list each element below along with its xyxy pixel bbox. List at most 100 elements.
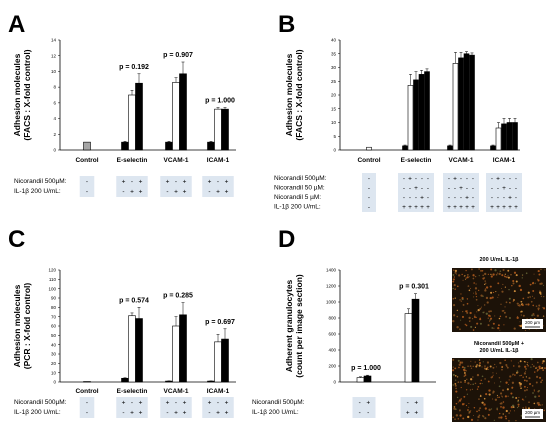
cell-speck — [526, 362, 529, 364]
condition-sign: - — [515, 195, 517, 202]
cell-speck — [470, 268, 473, 271]
condition-sign: - — [421, 185, 423, 192]
condition-block — [160, 397, 192, 418]
condition-sign: - — [367, 410, 369, 417]
condition-sign: - — [454, 185, 456, 192]
cell-speck — [462, 303, 465, 306]
cell-speck — [495, 372, 497, 374]
scale-bar-box — [522, 319, 543, 329]
cell-speck — [516, 371, 518, 374]
cell-speck — [468, 320, 471, 323]
cell-speck — [531, 295, 534, 297]
cell-speck — [476, 410, 478, 413]
cell-speck — [467, 409, 469, 411]
bar — [128, 315, 136, 383]
bar — [221, 108, 229, 151]
cell-speck — [486, 361, 490, 364]
bar — [165, 141, 173, 151]
cell-speck — [454, 269, 458, 273]
cell-speck — [501, 395, 503, 397]
condition-sign: + — [502, 204, 506, 211]
cell-speck — [526, 386, 528, 389]
cell-speck — [460, 293, 462, 295]
cell-speck — [484, 272, 487, 276]
cell-speck — [485, 282, 487, 284]
bar-group-control: Control — [75, 141, 99, 164]
condition-sign: + — [130, 189, 134, 196]
condition-sign: - — [421, 176, 423, 183]
cell-speck — [523, 399, 525, 401]
cell-speck — [476, 322, 479, 325]
cell-speck — [470, 378, 473, 381]
condition-sign: - — [415, 176, 417, 183]
cell-speck — [480, 306, 483, 308]
cell-speck — [465, 389, 468, 391]
cell-speck — [517, 399, 519, 401]
cell-speck — [510, 273, 512, 276]
cell-speck — [489, 296, 492, 300]
condition-sign: + — [139, 400, 143, 407]
panel-letter: D — [278, 226, 295, 253]
cell-speck — [508, 297, 511, 300]
condition-sign: - — [359, 400, 361, 407]
condition-sign: - — [403, 195, 405, 202]
cell-speck — [513, 271, 517, 274]
cell-speck — [511, 386, 514, 389]
micrograph-caption: Nicorandil 500µM + — [474, 341, 524, 347]
condition-sign: + — [406, 410, 410, 417]
cell-speck — [513, 327, 516, 330]
cell-speck — [520, 311, 522, 313]
cell-speck — [486, 366, 489, 369]
cell-speck — [456, 285, 459, 288]
cell-speck — [502, 310, 504, 312]
cell-speck — [541, 404, 543, 406]
bar — [356, 377, 365, 383]
cell-speck — [540, 282, 543, 285]
cell-speck — [512, 282, 515, 285]
cell-speck — [455, 390, 458, 393]
cell-speck — [518, 325, 521, 327]
cell-speck — [524, 370, 527, 372]
micrograph-2: Nicorandil 500µM +200 U/mL IL-1β 200 µm — [452, 341, 546, 422]
condition-sign: - — [448, 195, 450, 202]
cell-speck — [475, 365, 478, 368]
cell-speck — [504, 286, 507, 288]
cell-speck — [458, 363, 461, 366]
p-value-label: p = 0.192 — [119, 64, 149, 71]
cell-speck — [507, 276, 510, 279]
bar — [469, 54, 475, 151]
cell-speck — [519, 321, 521, 323]
cell-speck — [525, 367, 527, 370]
cell-speck — [497, 282, 500, 285]
cell-speck — [468, 276, 470, 278]
cell-speck — [504, 306, 506, 308]
condition-sign: - — [122, 189, 124, 196]
condition-table: Nicorandil 500µM:IL-1β 200 U/mL:--+ - +- + +… — [14, 397, 234, 418]
y-tick-label: 40 — [331, 38, 337, 43]
y-axis-label: (FACS : X-fold control) — [294, 49, 304, 140]
cell-speck — [505, 301, 508, 304]
condition-sign: + — [225, 410, 229, 417]
y-tick-label: 1000 — [326, 300, 337, 305]
bar — [458, 57, 464, 151]
cell-speck — [483, 397, 486, 400]
condition-sign: - — [515, 185, 517, 192]
y-tick-label: 70 — [51, 314, 57, 319]
cell-speck — [505, 417, 508, 420]
y-axis-label: (FACS : X-fold control) — [22, 49, 32, 140]
cell-speck — [504, 275, 506, 278]
condition-sign: - — [368, 195, 370, 202]
cell-speck — [469, 287, 472, 289]
condition-sign: - — [208, 189, 210, 196]
cell-speck — [465, 277, 467, 279]
cell-speck — [488, 368, 490, 370]
bar-group-icam-1: p = 0.697 ICAM-1 — [205, 319, 235, 395]
cell-speck — [463, 375, 466, 378]
cell-speck — [466, 393, 469, 395]
cell-speck — [481, 366, 483, 368]
cell-speck — [495, 291, 497, 293]
cell-speck — [473, 282, 475, 284]
cell-speck — [534, 282, 536, 284]
cell-speck — [512, 373, 514, 376]
bar — [135, 82, 143, 151]
